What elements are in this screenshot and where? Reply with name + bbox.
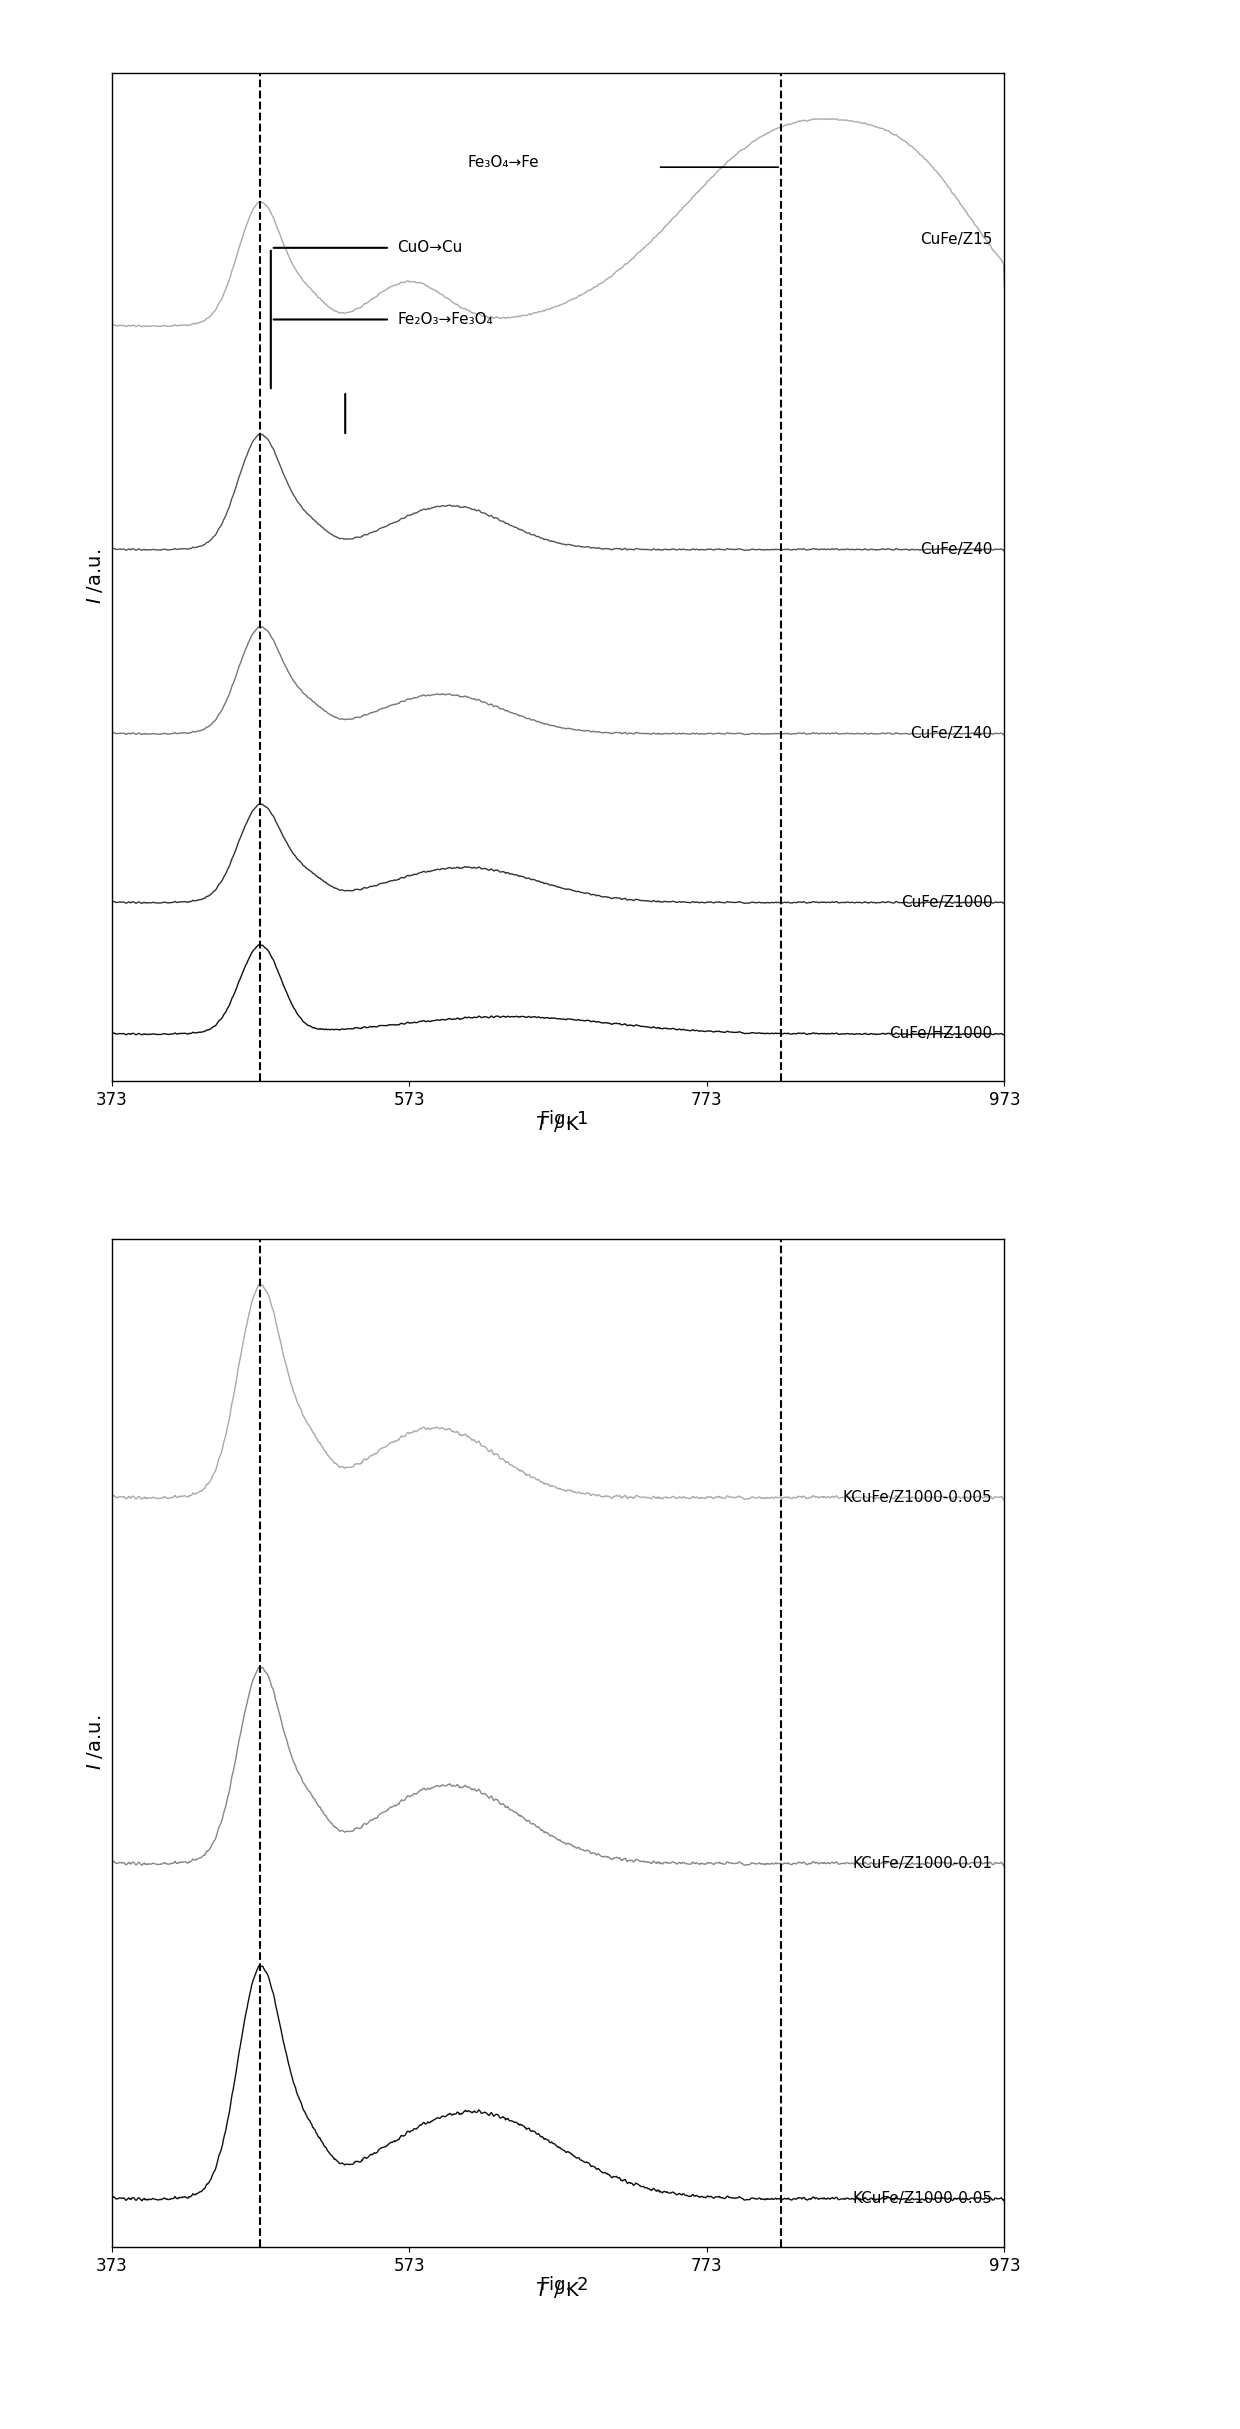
Text: Fig. 2: Fig. 2 <box>539 2276 589 2293</box>
Text: CuFe/Z40: CuFe/Z40 <box>920 542 992 556</box>
Text: CuFe/Z15: CuFe/Z15 <box>920 233 992 248</box>
Text: CuFe/Z140: CuFe/Z140 <box>910 726 992 741</box>
Text: KCuFe/Z1000-0.05: KCuFe/Z1000-0.05 <box>852 2191 992 2206</box>
Text: Fe₃O₄→Fe: Fe₃O₄→Fe <box>467 155 538 170</box>
Y-axis label: $I$ /a.u.: $I$ /a.u. <box>84 1715 104 1771</box>
Text: Fe₂O₃→Fe₃O₄: Fe₂O₃→Fe₃O₄ <box>397 311 494 328</box>
Text: Fig. 1: Fig. 1 <box>539 1110 589 1127</box>
X-axis label: $T$ / K: $T$ / K <box>534 2281 582 2300</box>
Text: KCuFe/Z1000-0.01: KCuFe/Z1000-0.01 <box>852 1856 992 1870</box>
Text: KCuFe/Z1000-0.005: KCuFe/Z1000-0.005 <box>843 1489 992 1506</box>
X-axis label: $T$ / K: $T$ / K <box>534 1115 582 1134</box>
Text: CuFe/Z1000: CuFe/Z1000 <box>901 894 992 908</box>
Text: CuFe/HZ1000: CuFe/HZ1000 <box>889 1025 992 1042</box>
Y-axis label: $I$ /a.u.: $I$ /a.u. <box>84 549 104 605</box>
Text: CuO→Cu: CuO→Cu <box>397 240 463 255</box>
